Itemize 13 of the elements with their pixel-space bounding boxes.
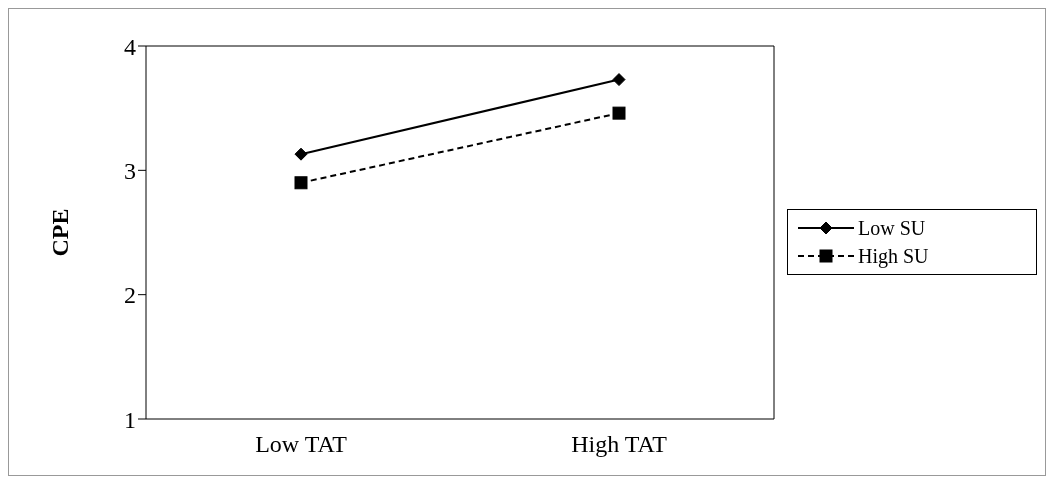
legend-label: High SU xyxy=(858,244,929,268)
point xyxy=(612,106,626,120)
x-tick-label: Low TAT xyxy=(255,431,348,458)
y-tick-label: 1 xyxy=(124,406,136,433)
y-axis-title: CPE xyxy=(46,208,73,257)
y-tick-label: 2 xyxy=(124,282,136,309)
x-tick-label: High TAT xyxy=(571,431,668,458)
y-tick-label: 4 xyxy=(124,33,136,60)
point xyxy=(294,147,308,161)
point xyxy=(294,176,308,190)
legend-label: Low SU xyxy=(858,216,926,240)
point xyxy=(612,73,626,87)
y-tick-label: 3 xyxy=(124,157,136,184)
